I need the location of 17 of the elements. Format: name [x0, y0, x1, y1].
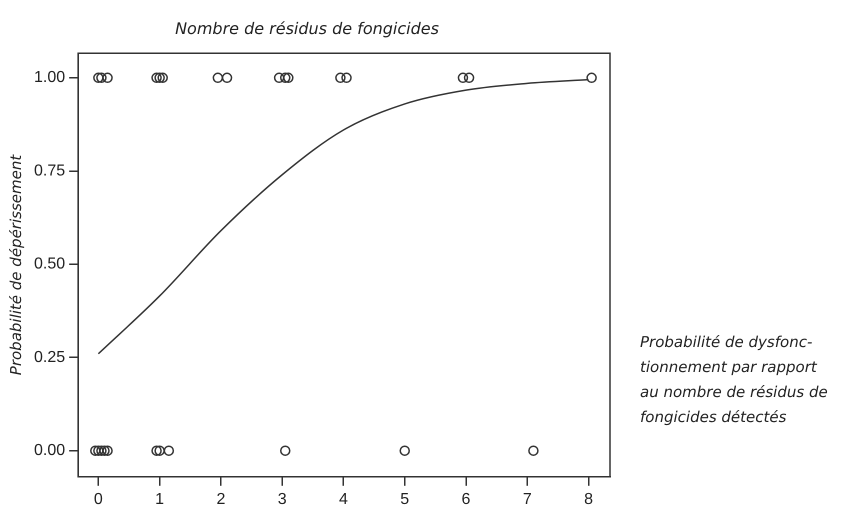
x-tick-label: 5	[400, 490, 410, 508]
y-tick-label: 0.25	[34, 348, 66, 366]
x-tick-label: 3	[278, 490, 287, 508]
text: Probabilité de dysfonc- tionnement par rapport au nombre de résidus de fongicides détectés	[640, 332, 829, 428]
x-tick-label: 2	[216, 490, 226, 508]
y-axis-title: Probabilité de dépérissement	[6, 154, 25, 376]
x-tick-label: 4	[339, 490, 348, 508]
x-tick-label: 1	[155, 490, 164, 508]
chart-title: Nombre de résidus de fongicides	[175, 18, 439, 38]
y-tick-label: 0.50	[34, 256, 66, 273]
y-tick-label: 0.75	[34, 162, 66, 180]
y-tick-label: 1.00	[34, 69, 66, 86]
x-tick-label: 6	[462, 490, 471, 508]
x-tick-label: 7	[522, 490, 532, 508]
x-tick-label: 0	[94, 490, 103, 508]
x-tick-label: 8	[584, 490, 594, 508]
y-tick-label: 0.00	[34, 442, 66, 460]
